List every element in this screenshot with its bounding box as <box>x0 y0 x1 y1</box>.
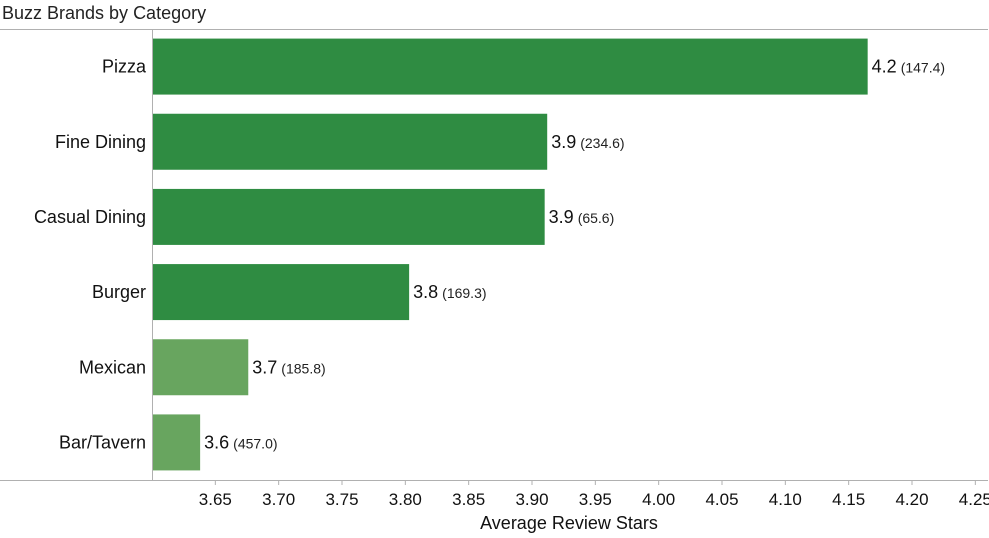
category-label: Burger <box>92 282 146 302</box>
bar-value-label: 3.9 (234.6) <box>551 132 624 152</box>
bar-group: Burger 3.8 (169.3) <box>92 264 487 321</box>
bar-secondary-value: (147.4) <box>901 60 945 76</box>
bar-secondary-value: (185.8) <box>281 360 325 376</box>
bar-secondary-value: (234.6) <box>580 135 624 151</box>
x-tick-label: 4.10 <box>769 490 802 509</box>
bar-group: Mexican 3.7 (185.8) <box>79 339 326 396</box>
x-axis-title: Average Review Stars <box>480 513 658 533</box>
bar-value-label: 3.8 (169.3) <box>413 282 486 302</box>
bar-group: Bar/Tavern 3.6 (457.0) <box>59 414 278 471</box>
bar-value: 3.9 <box>549 207 574 227</box>
bar-value-label: 3.9 (65.6) <box>549 207 615 227</box>
x-tick-label: 4.15 <box>832 490 865 509</box>
x-tick-label: 3.85 <box>452 490 485 509</box>
bar-value: 4.2 <box>872 57 897 77</box>
bar[interactable] <box>153 113 548 170</box>
bar-group: Pizza 4.2 (147.4) <box>102 38 945 95</box>
x-tick-label: 3.75 <box>325 490 358 509</box>
x-tick-label: 4.05 <box>705 490 738 509</box>
x-tick-label: 3.90 <box>515 490 548 509</box>
bar-value-label: 3.7 (185.8) <box>252 357 325 377</box>
bar[interactable] <box>153 264 410 321</box>
bar-value: 3.8 <box>413 282 438 302</box>
bar-value: 3.7 <box>252 357 277 377</box>
x-axis-ticks: 3.65 3.70 3.75 3.80 3.85 3.90 3.95 4.00 4.05 4.10… <box>199 480 989 509</box>
bar-value-label: 4.2 (147.4) <box>872 57 945 77</box>
bar-secondary-value: (169.3) <box>442 285 486 301</box>
category-label: Pizza <box>102 57 147 77</box>
category-label: Mexican <box>79 357 146 377</box>
bar[interactable] <box>153 188 545 245</box>
bar-value-label: 3.6 (457.0) <box>204 432 277 452</box>
bar-secondary-value: (457.0) <box>233 435 277 451</box>
bar[interactable] <box>153 38 868 95</box>
x-tick-label: 3.65 <box>199 490 232 509</box>
bar[interactable] <box>153 414 201 471</box>
category-label: Casual Dining <box>34 207 146 227</box>
bar-value: 3.9 <box>551 132 576 152</box>
bar-secondary-value: (65.6) <box>578 210 615 226</box>
chart-axes <box>0 29 988 481</box>
x-tick-label: 4.20 <box>895 490 928 509</box>
x-tick-label: 4.25 <box>959 490 989 509</box>
bar-group: Casual Dining 3.9 (65.6) <box>34 188 615 245</box>
bar[interactable] <box>153 339 249 396</box>
bar-series: Pizza 4.2 (147.4)Fine Dining 3.9 (234.6)Casu… <box>34 38 945 471</box>
category-label: Fine Dining <box>55 132 146 152</box>
chart-title: Buzz Brands by Category <box>2 3 207 23</box>
bar-group: Fine Dining 3.9 (234.6) <box>55 113 625 170</box>
x-tick-label: 4.00 <box>642 490 675 509</box>
x-tick-label: 3.70 <box>262 490 295 509</box>
bar-value: 3.6 <box>204 432 229 452</box>
x-tick-label: 3.80 <box>389 490 422 509</box>
category-label: Bar/Tavern <box>59 432 146 452</box>
x-tick-label: 3.95 <box>579 490 612 509</box>
